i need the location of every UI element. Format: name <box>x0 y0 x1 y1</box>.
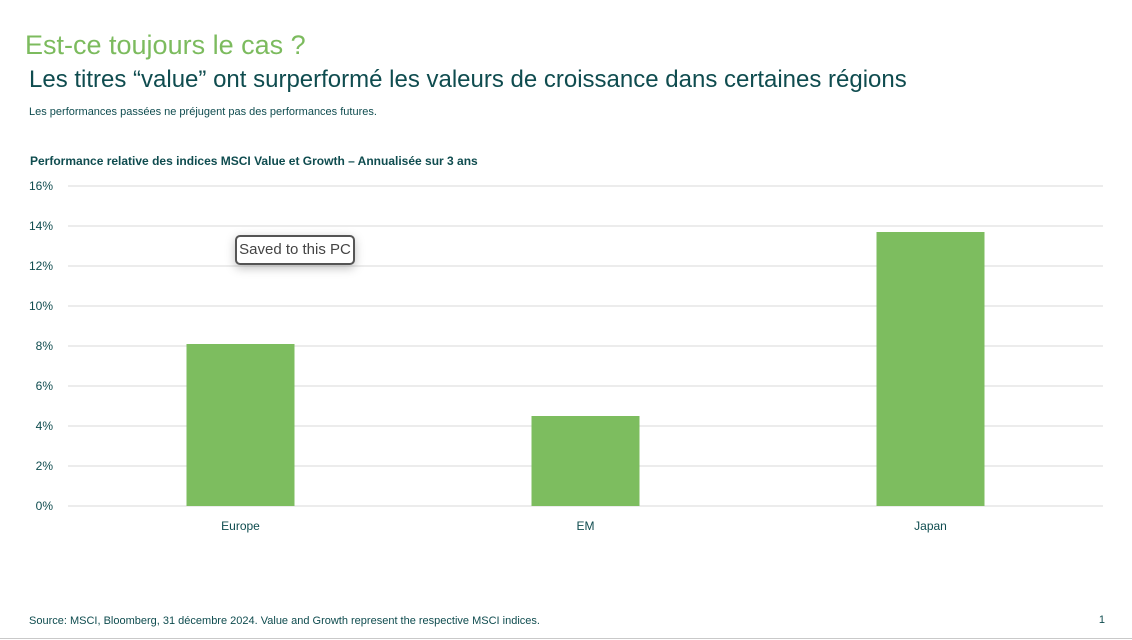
y-tick-label: 4% <box>36 419 54 433</box>
y-tick-label: 10% <box>29 299 53 313</box>
disclaimer-text: Les performances passées ne préjugent pa… <box>29 106 377 118</box>
bar-chart: 0% 2% 4% 6% 8% 10% 12% 14% 16% Europe EM Japan <box>29 179 1103 533</box>
bar-europe <box>186 344 295 506</box>
y-tick-label: 14% <box>29 219 53 233</box>
y-tick-label: 12% <box>29 259 53 273</box>
x-tick-label: Europe <box>221 519 260 533</box>
y-tick-label: 16% <box>29 179 53 193</box>
chart-title: Performance relative des indices MSCI Va… <box>30 154 478 168</box>
saved-toast: Saved to this PC <box>235 235 355 265</box>
slide-subtitle: Les titres “value” ont surperformé les v… <box>29 66 907 93</box>
bar-em <box>531 416 640 506</box>
y-tick-label: 2% <box>36 459 54 473</box>
x-tick-label: EM <box>577 519 595 533</box>
bottom-divider <box>0 638 1132 639</box>
bar-japan <box>876 232 985 506</box>
source-note: Source: MSCI, Bloomberg, 31 décembre 202… <box>29 615 540 627</box>
y-tick-label: 8% <box>36 339 54 353</box>
y-tick-label: 0% <box>36 499 54 513</box>
y-tick-label: 6% <box>36 379 54 393</box>
slide-title: Est-ce toujours le cas ? <box>25 30 306 60</box>
page-number: 1 <box>1098 614 1105 626</box>
x-tick-label: Japan <box>914 519 947 533</box>
